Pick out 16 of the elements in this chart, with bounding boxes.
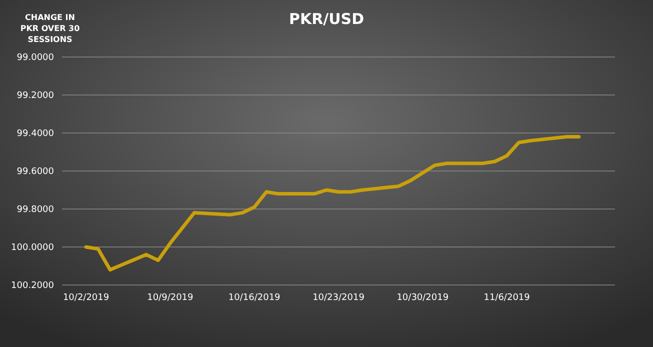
x-tick-label: 10/23/2019 [312, 293, 365, 303]
y-tick-label: 99.0000 [16, 53, 54, 64]
text: CHANGE IN PKR OVER 30 SESSIONS [20, 13, 80, 44]
y-tick-label: 99.6000 [16, 167, 54, 178]
x-tick-label: 11/6/2019 [484, 293, 530, 303]
x-tick-label: 10/2/2019 [62, 293, 110, 303]
line-series [84, 135, 581, 272]
y-tick-label: 99.8000 [16, 205, 54, 216]
y-tick-label: 100.0000 [11, 243, 54, 254]
x-tick-label: 10/16/2019 [228, 293, 281, 303]
y-tick-label: 100.2000 [11, 281, 54, 292]
x-tick-label: 10/30/2019 [396, 293, 449, 303]
y-tick-label: 99.2000 [16, 91, 54, 102]
x-tick-label: 10/9/2019 [147, 293, 194, 303]
chart-title: PKR/USD [288, 10, 364, 28]
y-tick-label: 99.4000 [16, 129, 54, 140]
